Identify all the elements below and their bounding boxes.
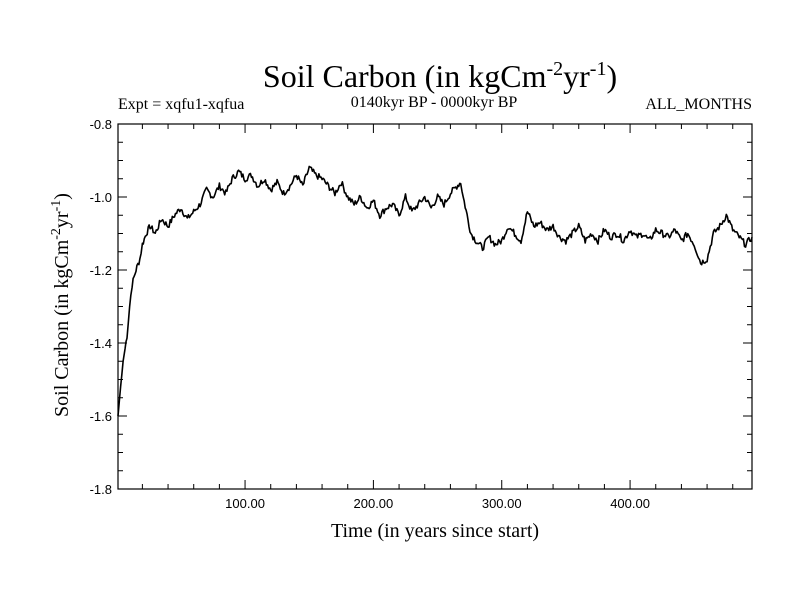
x-axis-ticks: 100.00 200.00 300.00 400.00 [141,124,734,511]
y-tick-label: -1.6 [90,409,112,424]
soil-carbon-series-line [117,165,753,417]
x-tick-label: 200.00 [354,496,394,511]
y-axis-ticks: -0.8 -1.0 -1.2 -1.4 -1.6 -1.8 [90,117,752,497]
plot-frame [117,123,753,490]
y-tick-label: -0.8 [90,117,112,132]
x-axis-label: Time (in years since start) [331,520,539,542]
subtitle-months: ALL_MONTHS [645,96,752,113]
x-tick-label: 100.00 [225,496,265,511]
y-tick-label: -1.0 [90,190,112,205]
y-tick-label: -1.8 [90,482,112,497]
x-tick-label: 400.00 [610,496,650,511]
subtitle-experiment: Expt = xqfu1-xqfua [118,96,244,113]
y-tick-label: -1.2 [90,263,112,278]
y-axis-label: Soil Carbon (in kgCm-2yr-1) [49,193,73,417]
chart-title: Soil Carbon (in kgCm-2yr-1) [263,58,617,94]
y-tick-label: -1.4 [90,336,112,351]
subtitle-period: 0140kyr BP - 0000kyr BP [351,94,518,111]
x-tick-label: 300.00 [482,496,522,511]
